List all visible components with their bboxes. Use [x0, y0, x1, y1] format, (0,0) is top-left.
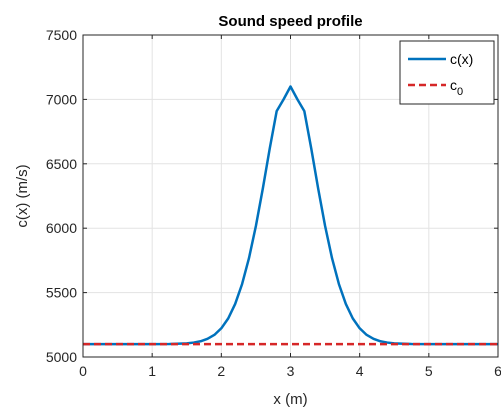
legend-label: c(x) — [450, 51, 473, 67]
y-tick-label: 7500 — [46, 27, 77, 43]
y-tick-label: 6000 — [46, 220, 77, 236]
x-tick-label: 4 — [356, 363, 364, 379]
tick-labels: 0 1 2 3 4 5 6 5000 5500 6000 6500 7000 7500 — [46, 27, 501, 379]
legend-box — [399, 40, 495, 105]
y-tick-label: 5500 — [46, 285, 77, 301]
x-axis-label: x (m) — [273, 391, 307, 408]
x-tick-label: 0 — [79, 363, 87, 379]
x-tick-label: 6 — [494, 363, 501, 379]
x-tick-label: 2 — [217, 363, 225, 379]
legend-label-subscript: 0 — [457, 86, 463, 98]
x-tick-label: 1 — [148, 363, 156, 379]
legend: c(x)c0 — [399, 40, 495, 105]
y-tick-label: 7000 — [46, 91, 77, 107]
y-axis-label: c(x) (m/s) — [14, 164, 31, 227]
series-lines — [83, 85, 498, 346]
series-line-cx — [83, 85, 498, 346]
y-tick-label: 6500 — [46, 156, 77, 172]
y-tick-label: 5000 — [46, 349, 77, 365]
tick-marks — [82, 34, 499, 358]
x-tick-label: 3 — [287, 363, 295, 379]
chart-title: Sound speed profile — [218, 13, 362, 30]
x-tick-label: 5 — [425, 363, 433, 379]
